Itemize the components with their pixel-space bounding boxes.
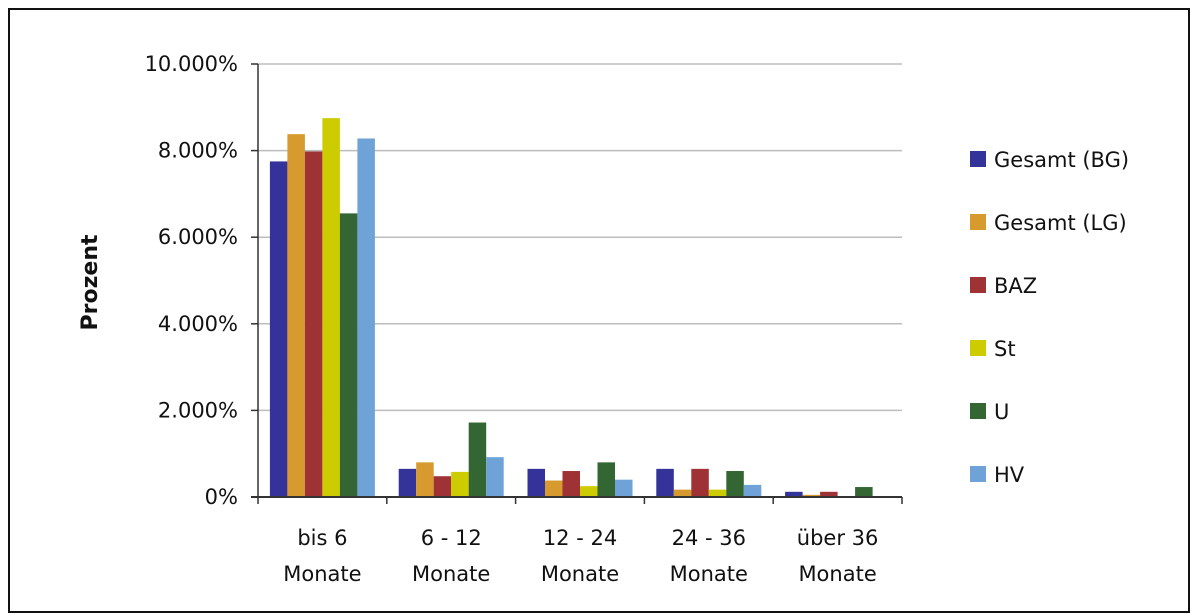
- bar: [855, 487, 873, 497]
- legend-label: St: [994, 337, 1016, 361]
- bar: [287, 134, 305, 497]
- chart-frame: [8, 8, 1190, 613]
- x-category-label: 12 - 24: [543, 526, 617, 550]
- bar: [820, 491, 838, 497]
- legend-swatch: [970, 340, 986, 356]
- bar: [656, 468, 674, 497]
- bar: [691, 468, 709, 497]
- bar: [451, 471, 469, 497]
- bar: [527, 468, 545, 497]
- bar: [726, 471, 744, 497]
- bar: [545, 480, 563, 497]
- y-tick-label: 4.000%: [158, 312, 238, 336]
- y-tick-label: 0%: [205, 485, 238, 509]
- x-category-label: Monate: [541, 562, 619, 586]
- legend-label: Gesamt (BG): [994, 148, 1129, 172]
- bar: [398, 468, 417, 497]
- x-category-label: Monate: [798, 562, 876, 586]
- x-category-label: bis 6: [297, 526, 347, 550]
- y-axis-title: Prozent: [78, 234, 103, 330]
- x-category-label: über 36: [797, 526, 879, 550]
- legend-label: U: [994, 400, 1009, 424]
- legend-swatch: [970, 277, 986, 293]
- bar: [562, 471, 580, 497]
- bar: [580, 486, 598, 497]
- bar: [322, 118, 340, 497]
- legend-label: BAZ: [994, 274, 1037, 298]
- legend-swatch: [970, 403, 986, 419]
- x-category-label: Monate: [670, 562, 748, 586]
- legend-swatch: [970, 466, 986, 482]
- x-category-label: 24 - 36: [672, 526, 746, 550]
- legend-label: Gesamt (LG): [994, 211, 1127, 235]
- bar: [708, 489, 727, 497]
- x-category-label: Monate: [412, 562, 490, 586]
- legend-swatch: [970, 214, 986, 230]
- bar: [433, 476, 452, 497]
- bar: [615, 479, 633, 497]
- bar: [357, 138, 375, 497]
- x-category-label: 6 - 12: [421, 526, 482, 550]
- bar: [743, 484, 762, 497]
- bar: [785, 491, 803, 497]
- bar: [416, 462, 434, 497]
- bar: [339, 213, 358, 497]
- y-tick-label: 10.000%: [145, 52, 238, 76]
- bar: [597, 462, 615, 497]
- bar: [486, 457, 504, 497]
- y-tick-label: 2.000%: [158, 398, 238, 422]
- bar: [673, 489, 692, 497]
- legend-label: HV: [994, 463, 1025, 487]
- x-category-label: Monate: [283, 562, 361, 586]
- bar: [468, 422, 487, 497]
- bar: [802, 494, 821, 497]
- bar: [269, 161, 288, 498]
- bar: [304, 151, 323, 497]
- y-tick-label: 8.000%: [158, 139, 238, 163]
- legend-swatch: [970, 151, 986, 167]
- y-tick-label: 6.000%: [158, 225, 238, 249]
